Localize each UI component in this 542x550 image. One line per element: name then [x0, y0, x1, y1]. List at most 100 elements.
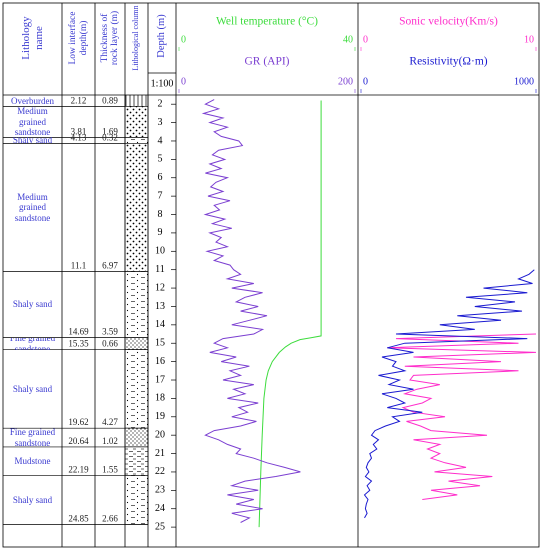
depth-tick-label: 4 — [158, 135, 163, 146]
layer-thickness: 6.97 — [102, 261, 118, 271]
column-header: Low interface depth(m) — [68, 11, 89, 65]
log-curve — [387, 333, 537, 500]
layer-thickness: 4.27 — [102, 417, 118, 427]
low-interface-depth: 11.1 — [71, 261, 86, 271]
column-header: Depth (m) — [156, 14, 168, 58]
lithology-fill — [124, 271, 149, 338]
layer-name-text: Shaly sand — [12, 383, 53, 394]
depth-tick-label: 10 — [155, 246, 165, 257]
layer-thickness: 3.59 — [102, 327, 118, 337]
x-tick-label: 40 — [343, 34, 353, 45]
x-tick-label: 0 — [363, 34, 368, 45]
lithology-fill — [124, 95, 149, 107]
layer-thickness: 0.89 — [102, 95, 118, 105]
layer-name: Shaly sand — [12, 299, 53, 310]
lithology-fill — [124, 446, 149, 476]
layer-name-text: Shaly sand — [12, 494, 53, 505]
layer-name-text: Shaly sand — [12, 299, 53, 310]
curve-name: Sonic velocity(Km/s) — [399, 16, 498, 28]
layer-name-text: Fine grained sandstone — [9, 428, 56, 447]
layer-thickness: 0.66 — [102, 339, 118, 349]
column-header-text: Lithology name — [20, 16, 45, 60]
log-curve — [363, 269, 535, 519]
layer-name-text: Fine grained sandstone — [9, 337, 56, 350]
lithology-fill — [124, 475, 149, 525]
x-tick-label: 10 — [524, 34, 534, 45]
layer-thickness: 2.66 — [102, 513, 118, 523]
layer-name: Shaly sand — [12, 137, 53, 144]
x-tick-label: 0 — [181, 76, 186, 87]
x-tick-label: 200 — [338, 76, 353, 87]
depth-tick-label: 5 — [158, 154, 163, 165]
lithology-fill — [124, 349, 149, 429]
layer-thickness: 1.55 — [102, 465, 118, 475]
layer-name: Medium grained sandstone — [14, 106, 51, 138]
lithology-fill — [124, 137, 149, 144]
x-tick-label: 1000 — [514, 76, 534, 87]
depth-tick-label: 8 — [158, 209, 163, 220]
depth-tick-label: 25 — [155, 521, 165, 532]
x-tick-label: 0 — [363, 76, 368, 87]
depth-tick-label: 21 — [155, 448, 165, 459]
column-header: Lithology name — [20, 16, 45, 60]
layer-name: Fine grained sandstone — [9, 337, 56, 350]
depth-tick-label: 20 — [155, 429, 165, 440]
depth-tick-label: 18 — [155, 393, 165, 404]
curve-name: Resistivity(Ω·m) — [409, 56, 487, 68]
layer-name: Shaly sand — [12, 494, 53, 505]
depth-tick-label: 15 — [155, 338, 165, 349]
depth-tick-label: 17 — [155, 374, 165, 385]
layer-thickness: 1.02 — [102, 436, 118, 446]
low-interface-depth: 3.81 — [71, 127, 87, 137]
column-header: Thickness of rock layer (m) — [100, 11, 120, 65]
depth-tick-label: 7 — [158, 190, 163, 201]
lithology-fill — [124, 106, 149, 138]
column-header-text: Lithological column — [131, 5, 141, 71]
lithology-fill — [124, 427, 149, 448]
column-header: Lithological column — [131, 5, 141, 71]
layer-name-text: Mudstone — [14, 456, 51, 467]
layer-name-text: Medium grained sandstone — [14, 191, 51, 223]
lithology-fill — [124, 143, 149, 272]
layer-name: Shaly sand — [12, 383, 53, 394]
curve-name: GR (API) — [244, 56, 289, 68]
low-interface-depth: 2.12 — [71, 95, 87, 105]
low-interface-depth: 20.64 — [68, 436, 89, 446]
depth-tick-label: 23 — [155, 485, 165, 496]
layer-name-text: Shaly sand — [12, 137, 53, 144]
low-interface-depth: 22.19 — [68, 465, 89, 475]
low-interface-depth: 4.13 — [71, 132, 87, 142]
depth-tick-label: 24 — [155, 503, 165, 514]
depth-tick-label: 3 — [158, 117, 163, 128]
curve-name: Well temperature (°C) — [216, 16, 318, 28]
depth-tick-label: 13 — [155, 301, 165, 312]
layer-thickness: 0.32 — [102, 132, 118, 142]
low-interface-depth: 15.35 — [68, 339, 89, 349]
lithology-fill — [124, 337, 149, 350]
low-interface-depth: 14.69 — [68, 327, 89, 337]
depth-tick-label: 16 — [155, 356, 165, 367]
depth-tick-label: 2 — [158, 98, 163, 109]
layer-name: Medium grained sandstone — [14, 191, 51, 223]
layer-name: Mudstone — [14, 456, 51, 467]
layer-thickness: 1.69 — [102, 127, 118, 137]
layer-name: Overburden — [11, 95, 54, 106]
depth-tick-label: 9 — [158, 227, 163, 238]
depth-tick-label: 19 — [155, 411, 165, 422]
depth-scale: 1:100 — [151, 78, 174, 89]
depth-tick-label: 6 — [158, 172, 163, 183]
layer-name-text: Medium grained sandstone — [14, 106, 51, 138]
log-curve — [258, 100, 322, 528]
low-interface-depth: 24.85 — [68, 513, 89, 523]
low-interface-depth: 19.62 — [68, 417, 88, 427]
layer-name-text: Overburden — [11, 95, 54, 106]
column-header-text: Low interface depth(m) — [68, 11, 89, 65]
depth-tick-label: 14 — [155, 319, 165, 330]
depth-tick-label: 22 — [155, 466, 165, 477]
x-tick-label: 0 — [181, 34, 186, 45]
depth-tick-label: 11 — [155, 264, 165, 275]
log-curve — [201, 99, 301, 523]
column-header-text: Depth (m) — [156, 14, 168, 58]
